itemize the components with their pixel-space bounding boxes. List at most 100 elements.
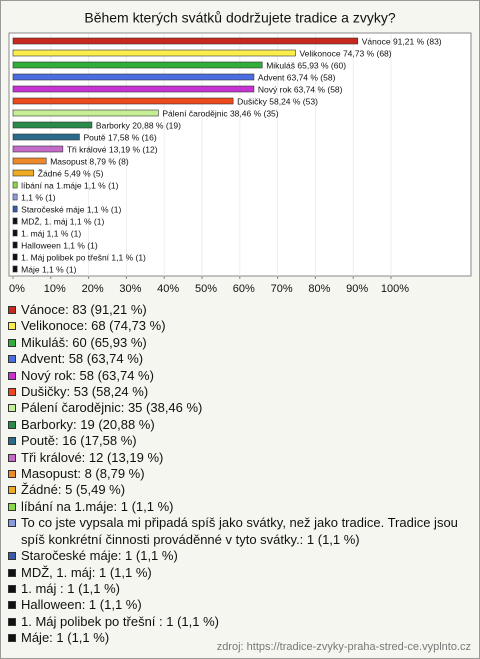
bar [12, 61, 263, 69]
bar-label: Nový rok 63,74 % (58) [258, 84, 343, 94]
bar [12, 217, 18, 225]
legend-swatch [8, 568, 16, 577]
legend-item: Pálení čarodějnic: 35 (38,46 %) [8, 400, 474, 416]
source: zdroj: https://tradice-zvyky-praha-stred… [216, 641, 471, 653]
bar-label: MDŽ, 1. máj 1,1 % (1) [21, 216, 104, 226]
legend-label: Halloween: 1 (1,1 %) [21, 597, 142, 613]
legend-item: To co jste vypsala mi připadá spíš jako … [8, 515, 474, 548]
bar [12, 193, 18, 201]
bar-label: Barborky 20,88 % (19) [96, 120, 181, 130]
legend-swatch [8, 404, 16, 413]
bar-label: Dušičky 58,24 % (53) [237, 96, 318, 106]
legend-swatch [8, 634, 16, 643]
legend-swatch [8, 306, 16, 314]
legend-label: Staročeské máje: 1 (1,1 %) [21, 548, 178, 564]
legend-item: Barborky: 19 (20,88 %) [8, 417, 474, 433]
bar-label: Staročeské máje 1,1 % (1) [21, 204, 121, 214]
legend-label: Masopust: 8 (8,79 %) [21, 466, 145, 482]
legend-item: Halloween: 1 (1,1 %) [8, 597, 474, 613]
legend-swatch [8, 437, 16, 446]
legend-item: Dušičky: 53 (58,24 %) [8, 384, 474, 400]
bar-label: Vánoce 91,21 % (83) [362, 36, 442, 46]
legend-swatch [8, 601, 16, 610]
legend-item: MDŽ, 1. máj: 1 (1,1 %) [8, 565, 474, 581]
x-tick-label: 100% [381, 283, 409, 295]
legend-swatch [8, 388, 16, 397]
legend-swatch [8, 519, 16, 528]
legend-label: líbání na 1.máje: 1 (1,1 %) [21, 498, 174, 514]
x-tick-label: 0% [9, 283, 25, 295]
bar [12, 145, 64, 153]
legend-item: 1. máj : 1 (1,1 %) [8, 581, 474, 597]
legend-swatch [8, 371, 16, 380]
chart-title: Během kterých svátků dodržujete tradice … [84, 10, 395, 26]
legend-item: Tři králové: 12 (13,19 %) [8, 450, 474, 466]
x-tick-label: 80% [308, 283, 330, 295]
x-tick-label: 20% [82, 283, 104, 295]
legend-swatch [8, 322, 16, 331]
legend-swatch [8, 338, 16, 347]
legend-label: Žádné: 5 (5,49 %) [21, 482, 126, 498]
bar [12, 205, 18, 213]
bar-label: 1. Máj polibek po třešní 1,1 % (1) [21, 252, 146, 262]
bar [12, 157, 47, 165]
legend-item: líbání na 1.máje: 1 (1,1 %) [8, 499, 474, 515]
legend-label: 1. máj : 1 (1,1 %) [21, 580, 120, 596]
legend-label: Mikuláš: 60 (65,93 %) [21, 334, 147, 350]
legend-swatch [8, 502, 16, 511]
bar [12, 37, 359, 45]
legend-swatch [8, 552, 16, 561]
legend-swatch [8, 584, 16, 593]
legend-item: 1. Máj polibek po třešní : 1 (1,1 %) [8, 614, 474, 630]
bar-label: Halloween 1,1 % (1) [21, 240, 98, 250]
legend-item: Mikuláš: 60 (65,93 %) [8, 335, 474, 351]
legend-label: Advent: 58 (63,74 %) [21, 351, 144, 367]
legend-item: Staročeské máje: 1 (1,1 %) [8, 548, 474, 564]
bar [12, 265, 18, 273]
x-tick-label: 60% [233, 283, 255, 295]
bar [12, 73, 255, 81]
bar [12, 253, 18, 261]
bar [12, 121, 93, 129]
bar [12, 97, 234, 105]
legend-item: Žádné: 5 (5,49 %) [8, 482, 474, 498]
bar-label: 1. máj 1,1 % (1) [21, 228, 81, 238]
bar-label: Masopust 8,79 % (8) [50, 156, 129, 166]
bar-label: Mikuláš 65,93 % (60) [266, 60, 346, 70]
legend-item: Masopust: 8 (8,79 %) [8, 466, 474, 482]
bar-label: Žádné 5,49 % (5) [38, 168, 104, 178]
bar-label: líbání na 1.máje 1,1 % (1) [21, 180, 119, 190]
legend: Vánoce: 83 (91,21 %) Velikonoce: 68 (74,7… [8, 302, 474, 647]
legend-swatch [8, 355, 16, 364]
legend-item: Vánoce: 83 (91,21 %) [8, 302, 474, 318]
legend-item: Velikonoce: 68 (74,73 %) [8, 318, 474, 334]
legend-label: Vánoce: 83 (91,21 %) [21, 302, 147, 317]
bar [12, 133, 80, 141]
bar-label: Advent 63,74 % (58) [258, 72, 336, 82]
bar-label: 1,1 % (1) [21, 192, 56, 202]
x-tick-label: 30% [119, 283, 141, 295]
legend-label: 1. Máj polibek po třešní : 1 (1,1 %) [21, 613, 219, 629]
bar-label: Poutě 17,58 % (16) [83, 132, 156, 142]
bar-label: Máje 1,1 % (1) [21, 264, 76, 274]
legend-item: Nový rok: 58 (63,74 %) [8, 368, 474, 384]
legend-item: Máje: 1 (1,1 %) [8, 630, 474, 646]
legend-swatch [8, 470, 16, 479]
bar [12, 181, 18, 189]
legend-label: Pálení čarodějnic: 35 (38,46 %) [21, 400, 203, 416]
x-tick-label: 90% [346, 283, 368, 295]
x-tick-label: 70% [271, 283, 293, 295]
legend-label: To co jste vypsala mi připadá spíš jako … [21, 515, 458, 547]
legend-label: MDŽ, 1. máj: 1 (1,1 %) [21, 564, 152, 580]
legend-label: Máje: 1 (1,1 %) [21, 630, 110, 646]
legend-label: Nový rok: 58 (63,74 %) [21, 367, 154, 383]
bar [12, 241, 18, 249]
bar [12, 49, 296, 57]
legend-swatch [8, 420, 16, 429]
x-tick-label: 10% [44, 283, 66, 295]
bar [12, 229, 18, 237]
legend-label: Poutě: 16 (17,58 %) [21, 433, 137, 449]
legend-swatch [8, 453, 16, 462]
bar-label: Pálení čarodějnic 38,46 % (35) [162, 108, 278, 118]
